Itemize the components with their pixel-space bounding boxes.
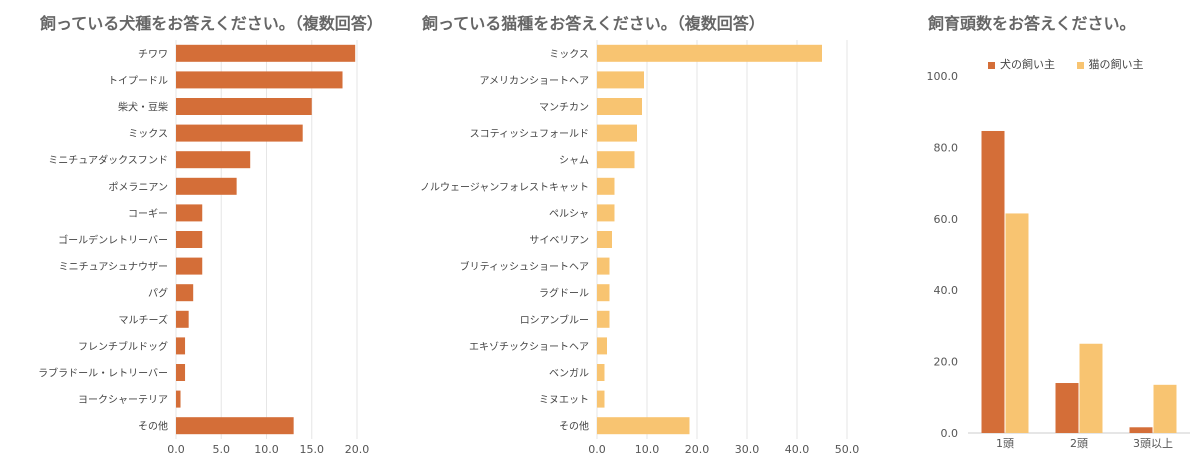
cat-breed-bar xyxy=(597,204,615,222)
cat-breed-category-label: ミックス xyxy=(549,48,589,60)
dog-breed-title: 飼っている犬種をお答えください。（複数回答） xyxy=(40,14,383,33)
dog-breed-bar xyxy=(176,177,237,195)
cat-breed-category-label: その他 xyxy=(559,420,589,433)
cat-breed-tick-label: 10.0 xyxy=(635,443,660,456)
dog-breed-bar xyxy=(176,284,194,302)
cat-breed-title: 飼っている猫種をお答えください。（複数回答） xyxy=(422,14,765,33)
dog-breed-tick-label: 5.0 xyxy=(213,443,231,456)
dog-breed-category-label: ミックス xyxy=(128,128,168,140)
dog-breed-category-label: 柴犬・豆柴 xyxy=(118,101,168,114)
dog-breed-category-label: ポメラニアン xyxy=(108,181,168,193)
cat-breed-chart: 0.0 10.0 20.0 30.0 40.0 50.0 ミックスアメリカンショートヘアマン… xyxy=(420,40,860,456)
pet-count-category-label: 3頭以上 xyxy=(1133,437,1173,450)
cat-breed-category-label: エキゾチックショートヘア xyxy=(469,341,589,353)
legend-label-dog: 犬の飼い主 xyxy=(1000,58,1055,71)
pet-count-tick-label: 100.0 xyxy=(927,70,959,83)
pet-count-bar-dog xyxy=(981,130,1005,433)
dog-breed-bar xyxy=(176,364,186,381)
pet-count-bar-dog xyxy=(1055,383,1079,433)
dog-breed-category-label: チワワ xyxy=(138,48,168,60)
dog-breed-tick-label: 10.0 xyxy=(254,443,279,456)
pet-count-bar-cat xyxy=(1005,213,1029,433)
cat-breed-bar xyxy=(597,257,610,275)
cat-breed-category-label: ラグドール xyxy=(539,287,589,300)
cat-breed-category-label: ロシアンブルー xyxy=(520,313,589,326)
dog-breed-tick-label: 0.0 xyxy=(167,443,185,456)
dog-breed-bar xyxy=(176,98,312,115)
dog-breed-bar xyxy=(176,231,203,248)
dog-breed-category-label: ミニチュアシュナウザー xyxy=(59,261,168,273)
cat-breed-tick-label: 20.0 xyxy=(685,443,710,456)
dog-breed-category-label: その他 xyxy=(138,420,168,433)
cat-breed-bar xyxy=(597,284,610,302)
cat-breed-tick-label: 50.0 xyxy=(835,443,860,456)
pet-count-category-label: 2頭 xyxy=(1070,437,1088,450)
legend-swatch-dog xyxy=(988,61,995,69)
dog-breed-bar xyxy=(176,390,181,408)
dog-breed-bar xyxy=(176,310,189,328)
pet-count-tick-label: 40.0 xyxy=(934,284,959,297)
cat-breed-bar xyxy=(597,177,615,195)
cat-breed-category-label: ベンガル xyxy=(549,368,589,380)
pet-count-chart: 0.0 20.0 40.0 60.0 80.0 100.0 1頭 2頭 3頭以上 xyxy=(927,70,1190,450)
cat-breed-category-label: シャム xyxy=(559,155,589,167)
cat-breed-bar xyxy=(597,231,612,248)
dog-breed-category-label: コーギー xyxy=(128,208,168,220)
dog-breed-category-label: ヨークシャーテリア xyxy=(78,394,168,406)
legend-label-cat: 猫の飼い主 xyxy=(1088,58,1144,71)
dog-breed-tick-label: 20.0 xyxy=(345,443,370,456)
cat-breed-category-label: ミヌエット xyxy=(539,395,589,406)
cat-breed-tick-label: 0.0 xyxy=(588,443,606,456)
pet-count-bar-dog xyxy=(1129,427,1153,433)
legend-swatch-cat xyxy=(1076,61,1084,69)
pet-count-category-label: 1頭 xyxy=(996,437,1014,450)
dog-breed-category-label: マルチーズ xyxy=(119,313,169,326)
cat-breed-category-label: スコティッシュフォールド xyxy=(470,129,589,140)
pet-count-bar-cat xyxy=(1153,384,1177,433)
pet-count-legend: 犬の飼い主 猫の飼い主 xyxy=(988,56,1162,72)
dog-breed-bar xyxy=(176,124,303,142)
cat-breed-bar xyxy=(597,151,635,169)
cat-breed-category-label: アメリカンショートヘア xyxy=(480,75,590,87)
dog-breed-category-label: フレンチブルドッグ xyxy=(78,340,168,353)
cat-breed-bar xyxy=(597,98,642,115)
dog-breed-bar xyxy=(176,257,203,275)
pet-count-title: 飼育頭数をお答えください。 xyxy=(928,14,1136,33)
pet-count-tick-label: 80.0 xyxy=(934,141,959,154)
cat-breed-bar xyxy=(597,71,644,89)
dog-breed-bar xyxy=(176,71,343,89)
pet-count-tick-label: 20.0 xyxy=(934,356,959,369)
dog-breed-tick-label: 15.0 xyxy=(300,443,325,456)
dog-breed-bar xyxy=(176,151,251,169)
cat-breed-category-label: ブリティッシュショートヘア xyxy=(460,260,589,273)
cat-breed-category-label: ペルシャ xyxy=(549,209,589,220)
dog-breed-category-label: パグ xyxy=(148,287,168,300)
cat-breed-bar xyxy=(597,390,605,408)
pet-count-tick-label: 60.0 xyxy=(934,213,959,226)
dog-breed-bar xyxy=(176,417,294,435)
cat-breed-bar xyxy=(597,124,637,142)
cat-breed-bar xyxy=(597,337,607,355)
cat-breed-bar xyxy=(597,44,822,62)
cat-breed-tick-label: 30.0 xyxy=(735,443,760,456)
dog-breed-chart: 0.0 5.0 10.0 15.0 20.0 チワワトイプードル柴犬・豆柴ミックスミニチュ… xyxy=(38,40,370,456)
pet-count-tick-label: 0.0 xyxy=(941,427,959,440)
pet-count-bar-cat xyxy=(1079,343,1103,433)
legend-item-cat: 猫の飼い主 xyxy=(1076,58,1144,71)
cat-breed-category-label: ノルウェージャンフォレストキャット xyxy=(420,181,589,193)
cat-breed-category-label: マンチカン xyxy=(539,102,589,114)
dog-breed-category-label: ミニチュアダックスフンド xyxy=(48,154,168,167)
dog-breed-category-label: ラブラドール・レトリーバー xyxy=(38,367,168,380)
dog-breed-bar xyxy=(176,337,186,355)
legend-item-dog: 犬の飼い主 xyxy=(988,58,1059,71)
cat-breed-category-label: サイベリアン xyxy=(529,235,589,247)
dog-breed-bar xyxy=(176,44,356,62)
cat-breed-bar xyxy=(597,417,690,435)
cat-breed-bar xyxy=(597,364,605,381)
dog-breed-category-label: ゴールデンレトリーバー xyxy=(58,234,168,247)
dog-breed-bar xyxy=(176,204,203,222)
cat-breed-bar xyxy=(597,310,610,328)
dog-breed-category-label: トイプードル xyxy=(108,75,168,87)
cat-breed-tick-label: 40.0 xyxy=(785,443,810,456)
